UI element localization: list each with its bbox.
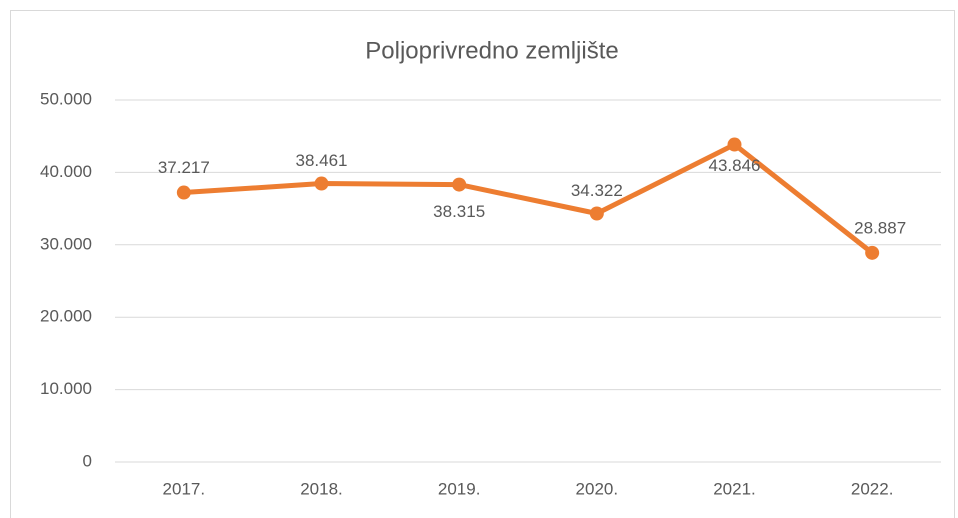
y-tick-label: 20.000	[40, 307, 92, 326]
y-tick-label: 0	[83, 451, 92, 470]
data-label: 37.217	[158, 158, 210, 177]
point	[727, 137, 742, 152]
data-label: 43.846	[709, 156, 761, 175]
x-tick-label: 2017.	[163, 479, 206, 498]
y-tick-label: 50.000	[40, 89, 92, 108]
point	[589, 206, 604, 221]
point	[865, 245, 880, 260]
line	[183, 142, 874, 255]
y-tick-label: 30.000	[40, 234, 92, 253]
x-tick-label: 2018.	[300, 479, 343, 498]
data-label: 28.887	[854, 218, 906, 237]
x-tick-label: 2020.	[576, 479, 619, 498]
x-tick-label: 2022.	[851, 479, 894, 498]
y-tick-label: 40.000	[40, 162, 92, 181]
x-tick-label: 2021.	[713, 479, 756, 498]
data-label: 34.322	[571, 181, 623, 200]
point	[452, 177, 467, 192]
chart-title: Poljoprivredno zemljište	[365, 37, 618, 64]
data-label: 38.315	[433, 202, 485, 221]
point	[176, 185, 191, 200]
chart-frame	[10, 10, 955, 518]
data-label: 38.461	[296, 151, 348, 170]
point	[314, 176, 329, 191]
y-tick-label: 10.000	[40, 379, 92, 398]
x-tick-label: 2019.	[438, 479, 481, 498]
